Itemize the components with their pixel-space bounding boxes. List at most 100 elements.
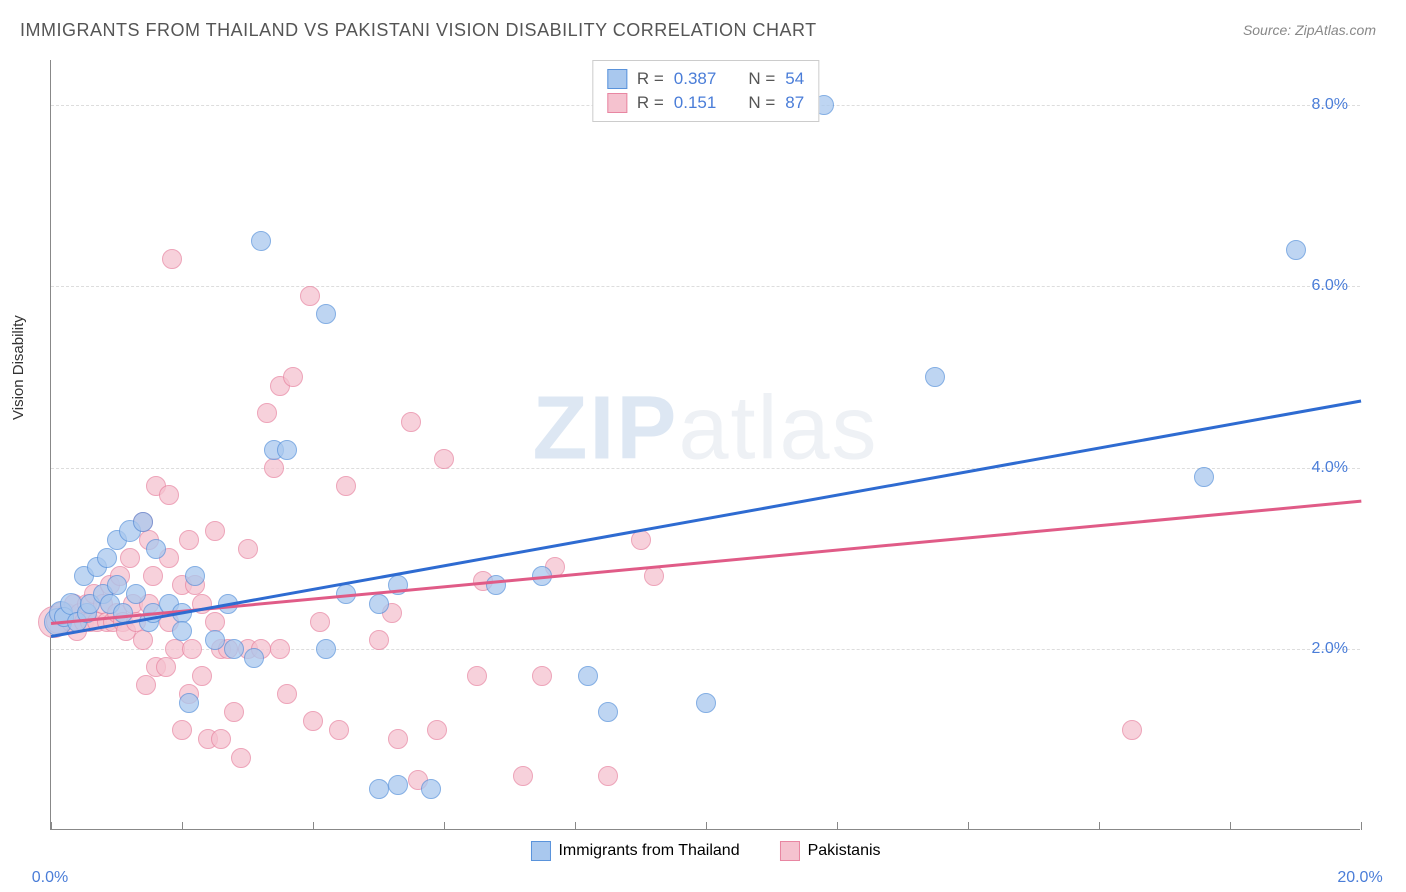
scatter-point [388, 775, 408, 795]
scatter-point [388, 729, 408, 749]
x-tick-mark [706, 822, 707, 830]
legend-bottom-label-0: Immigrants from Thailand [558, 842, 739, 860]
r-value-0: 0.387 [674, 69, 717, 89]
scatter-point [644, 566, 664, 586]
scatter-point [146, 539, 166, 559]
x-tick-label: 0.0% [32, 869, 68, 887]
scatter-point [231, 748, 251, 768]
watermark-zip: ZIP [532, 379, 678, 479]
scatter-point [238, 539, 258, 559]
scatter-point [598, 702, 618, 722]
scatter-point [172, 621, 192, 641]
scatter-point [369, 594, 389, 614]
scatter-point [277, 684, 297, 704]
scatter-point [329, 720, 349, 740]
scatter-point [143, 566, 163, 586]
scatter-point [182, 639, 202, 659]
plot-area: ZIPatlas R = 0.387 N = 54 R = 0.151 N = … [50, 60, 1360, 830]
x-tick-mark [444, 822, 445, 830]
scatter-point [696, 693, 716, 713]
scatter-point [532, 666, 552, 686]
scatter-point [1286, 240, 1306, 260]
watermark: ZIPatlas [532, 378, 878, 481]
scatter-point [336, 476, 356, 496]
x-tick-mark [51, 822, 52, 830]
n-label-1: N = [748, 93, 775, 113]
scatter-point [316, 304, 336, 324]
scatter-point [467, 666, 487, 686]
scatter-point [113, 603, 133, 623]
scatter-point [244, 648, 264, 668]
scatter-point [283, 367, 303, 387]
legend-bottom: Immigrants from Thailand Pakistanis [530, 841, 880, 861]
scatter-point [486, 575, 506, 595]
scatter-point [925, 367, 945, 387]
scatter-point [120, 548, 140, 568]
gridline-h [51, 286, 1360, 287]
source-label: Source: ZipAtlas.com [1243, 22, 1376, 38]
scatter-point [126, 584, 146, 604]
scatter-point [192, 666, 212, 686]
scatter-point [303, 711, 323, 731]
scatter-point [224, 702, 244, 722]
y-tick-label: 4.0% [1312, 459, 1348, 477]
scatter-point [205, 612, 225, 632]
legend-bottom-item-1: Pakistanis [780, 841, 881, 861]
n-label-0: N = [748, 69, 775, 89]
scatter-point [369, 630, 389, 650]
scatter-point [1122, 720, 1142, 740]
scatter-point [434, 449, 454, 469]
x-tick-mark [1230, 822, 1231, 830]
scatter-point [300, 286, 320, 306]
scatter-point [369, 779, 389, 799]
gridline-h [51, 468, 1360, 469]
scatter-point [257, 403, 277, 423]
y-tick-label: 8.0% [1312, 96, 1348, 114]
scatter-point [179, 530, 199, 550]
scatter-point [251, 231, 271, 251]
x-tick-mark [1099, 822, 1100, 830]
x-tick-mark [182, 822, 183, 830]
y-tick-label: 6.0% [1312, 277, 1348, 295]
chart-title: IMMIGRANTS FROM THAILAND VS PAKISTANI VI… [20, 20, 817, 41]
scatter-point [179, 693, 199, 713]
legend-swatch-0 [607, 69, 627, 89]
legend-bottom-label-1: Pakistanis [808, 842, 881, 860]
x-tick-mark [313, 822, 314, 830]
legend-bottom-swatch-1 [780, 841, 800, 861]
legend-row-series-1: R = 0.151 N = 87 [607, 91, 804, 115]
watermark-atlas: atlas [678, 379, 878, 479]
scatter-point [172, 720, 192, 740]
x-tick-label: 20.0% [1337, 869, 1382, 887]
scatter-point [421, 779, 441, 799]
n-value-1: 87 [785, 93, 804, 113]
x-tick-mark [1361, 822, 1362, 830]
x-tick-mark [968, 822, 969, 830]
n-value-0: 54 [785, 69, 804, 89]
r-label-0: R = [637, 69, 664, 89]
legend-correlation-box: R = 0.387 N = 54 R = 0.151 N = 87 [592, 60, 819, 122]
scatter-point [598, 766, 618, 786]
r-label-1: R = [637, 93, 664, 113]
scatter-point [107, 575, 127, 595]
scatter-point [277, 440, 297, 460]
scatter-point [631, 530, 651, 550]
scatter-point [159, 485, 179, 505]
scatter-point [270, 639, 290, 659]
scatter-point [97, 548, 117, 568]
y-tick-label: 2.0% [1312, 640, 1348, 658]
scatter-point [578, 666, 598, 686]
scatter-point [133, 512, 153, 532]
x-tick-mark [575, 822, 576, 830]
scatter-point [162, 249, 182, 269]
scatter-point [136, 675, 156, 695]
scatter-point [1194, 467, 1214, 487]
r-value-1: 0.151 [674, 93, 717, 113]
scatter-point [205, 630, 225, 650]
legend-bottom-swatch-0 [530, 841, 550, 861]
scatter-point [264, 458, 284, 478]
scatter-point [427, 720, 447, 740]
scatter-point [513, 766, 533, 786]
legend-row-series-0: R = 0.387 N = 54 [607, 67, 804, 91]
scatter-point [205, 521, 225, 541]
